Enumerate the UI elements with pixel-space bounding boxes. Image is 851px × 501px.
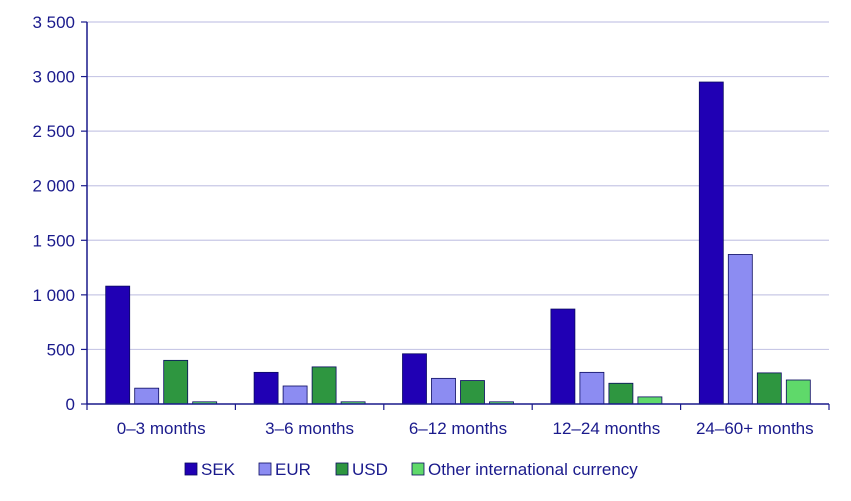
x-axis-ticks: 0–3 months 3–6 months 6–12 months 12–24 mon… (86, 404, 830, 438)
bar (431, 377, 456, 405)
legend-swatch (184, 462, 198, 476)
bar (579, 371, 605, 405)
bar (637, 396, 663, 405)
x-tick-label: 0–3 months (117, 419, 206, 438)
y-tick-label: 500 (47, 340, 75, 359)
x-tick-label: 6–12 months (409, 419, 507, 438)
y-tick-label: 0 (66, 395, 75, 414)
legend-swatch (335, 462, 349, 476)
y-axis-ticks: 0 500 1 000 1 500 2 000 2 500 3 000 3 500 (32, 13, 87, 414)
bar (163, 359, 189, 405)
legend-label: SEK (201, 460, 236, 479)
bar (134, 387, 160, 405)
gridlines (87, 21, 829, 351)
y-tick-label: 3 000 (32, 68, 75, 87)
bar (311, 366, 337, 405)
x-tick-label: 3–6 months (265, 419, 354, 438)
legend-label: EUR (275, 460, 311, 479)
bar (402, 353, 427, 405)
bar (785, 379, 811, 405)
y-tick-label: 3 500 (32, 13, 75, 32)
bars (105, 81, 811, 405)
bar (608, 382, 634, 405)
bar (253, 371, 279, 405)
bar (105, 285, 131, 405)
legend-swatch (411, 462, 425, 476)
bar (698, 81, 724, 405)
axes (86, 22, 829, 405)
bar (282, 385, 308, 405)
bar (460, 380, 485, 405)
bar (550, 308, 576, 405)
legend-label: Other international currency (428, 460, 638, 479)
legend: SEK EUR USD Other international currency (184, 460, 638, 479)
legend-swatch (258, 462, 272, 476)
y-tick-label: 2 500 (32, 122, 75, 141)
y-tick-label: 1 500 (32, 231, 75, 250)
bar (727, 254, 753, 405)
x-tick-label: 12–24 months (553, 419, 661, 438)
y-tick-label: 2 000 (32, 177, 75, 196)
bar (756, 372, 782, 405)
x-tick-label: 24–60+ months (696, 419, 814, 438)
legend-label: USD (352, 460, 388, 479)
y-tick-label: 1 000 (32, 286, 75, 305)
